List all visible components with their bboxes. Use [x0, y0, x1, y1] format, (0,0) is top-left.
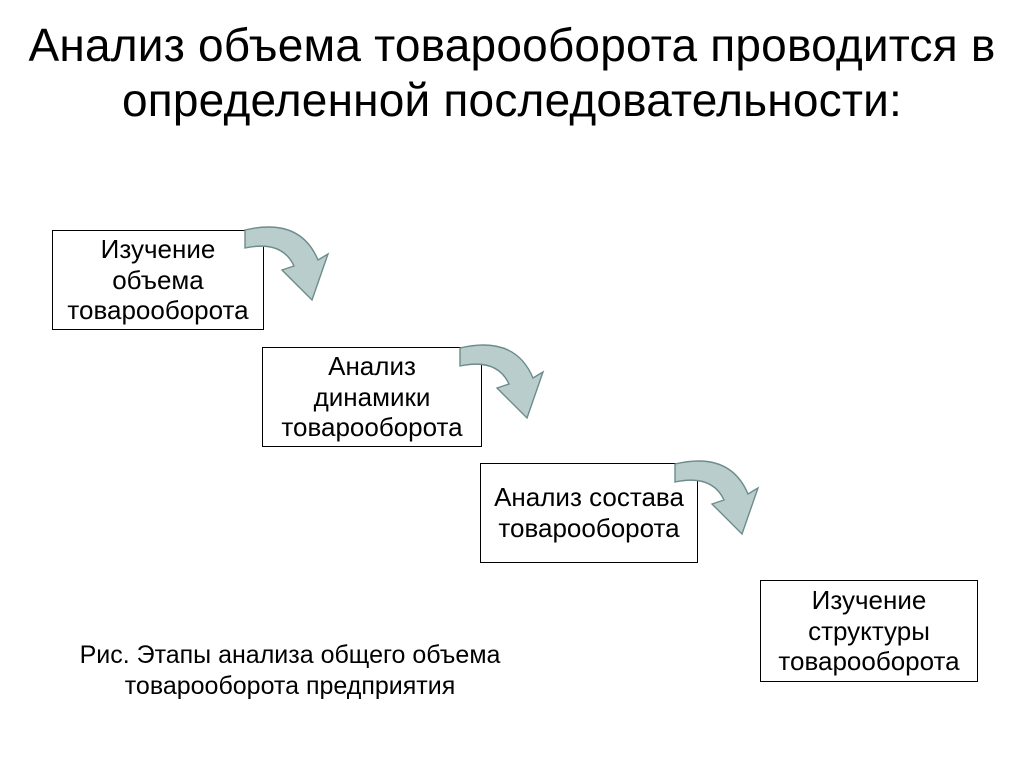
slide: Анализ объема товарооборота проводится в… — [0, 0, 1024, 767]
step-box-4: Изучение структуры товарооборота — [760, 580, 978, 682]
step-box-2: Анализ динамики товарооборота — [262, 347, 482, 447]
caption-line-1: Рис. Этапы анализа общего объема — [80, 641, 501, 669]
step-label: Изучение объема товарооборота — [63, 234, 253, 326]
caption-line-2: товарооборота предприятия — [125, 672, 455, 700]
figure-caption: Рис. Этапы анализа общего объема товароо… — [70, 640, 510, 703]
page-title: Анализ объема товарооборота проводится в… — [0, 18, 1024, 128]
step-box-3: Анализ состава товарооборота — [480, 463, 698, 563]
step-box-1: Изучение объема товарооборота — [52, 230, 264, 330]
step-label: Анализ динамики товарооборота — [273, 351, 471, 443]
step-label: Анализ состава товарооборота — [491, 482, 687, 543]
step-label: Изучение структуры товарооборота — [771, 585, 967, 677]
